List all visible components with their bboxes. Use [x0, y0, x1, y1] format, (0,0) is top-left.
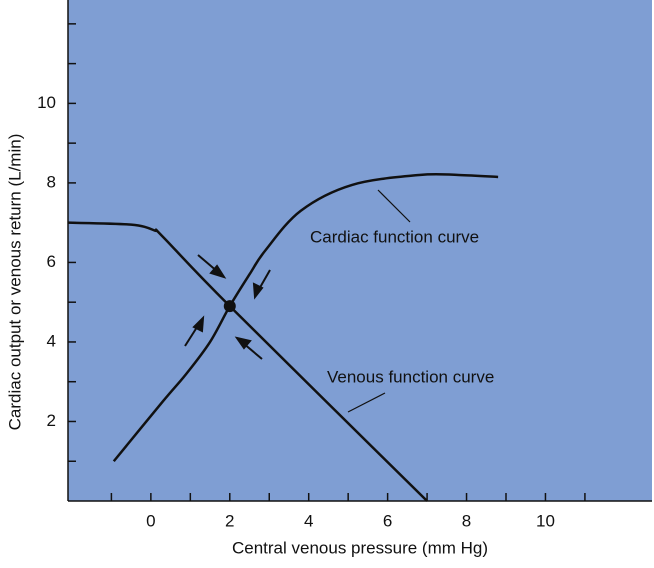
arrow-head: [209, 264, 227, 279]
y-tick-label: 2: [47, 411, 56, 430]
x-tick-label: 0: [146, 511, 155, 530]
y-axis-label: Cardiac output or venous return (L/min): [5, 134, 24, 431]
y-tick-label: 6: [47, 252, 56, 271]
arrow-head: [192, 315, 205, 333]
x-tick-label: 8: [462, 511, 471, 530]
equilibrium-point: [223, 300, 236, 313]
x-axis-label: Central venous pressure (mm Hg): [232, 538, 488, 557]
x-tick-label: 6: [383, 511, 392, 530]
x-tick-label: 10: [536, 511, 555, 530]
curve-label: Cardiac function curve: [310, 227, 479, 246]
y-tick-label: 10: [37, 93, 56, 112]
plot-layer: [67, 172, 499, 502]
leader-line: [377, 189, 411, 223]
x-tick-label: 4: [304, 511, 313, 530]
curve: [112, 172, 499, 463]
curve-label: Venous function curve: [327, 367, 494, 386]
x-tick-label: 2: [225, 511, 234, 530]
arrows: [184, 254, 271, 360]
arrow-head: [234, 336, 252, 350]
y-tick-label: 8: [47, 172, 56, 191]
arrow-head: [252, 282, 264, 300]
curve: [67, 221, 428, 502]
leader-line: [347, 392, 386, 413]
plot-area: [68, 0, 652, 501]
y-tick-label: 4: [47, 331, 56, 350]
